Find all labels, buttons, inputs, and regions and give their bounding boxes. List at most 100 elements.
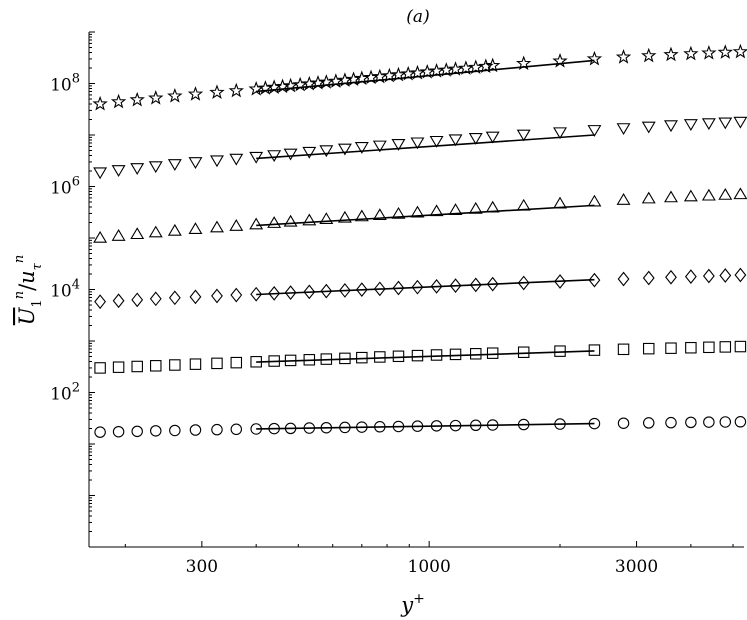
data-point [486, 276, 499, 292]
data-point [392, 280, 405, 296]
svg-text:U1n/uτn: U1n/uτn [12, 255, 45, 326]
y-tick-label: 108 [50, 72, 80, 96]
data-point [148, 90, 164, 105]
data-point [588, 344, 601, 356]
data-point [372, 140, 387, 153]
data-point [319, 212, 334, 225]
data-point [685, 341, 697, 354]
data-point [484, 57, 501, 73]
data-point [284, 285, 297, 300]
data-point [470, 348, 482, 360]
series-star [92, 43, 747, 111]
data-point [701, 44, 717, 60]
data-point [719, 341, 732, 353]
data-point [356, 351, 368, 364]
data-point [302, 213, 317, 226]
data-point [664, 190, 678, 203]
data-point [683, 119, 698, 132]
data-point [169, 424, 181, 437]
data-point [683, 189, 698, 202]
data-point [250, 286, 263, 302]
data-point [248, 80, 264, 96]
data-point [229, 219, 244, 231]
data-point [684, 269, 697, 284]
data-point [392, 350, 405, 363]
data-point [230, 356, 243, 369]
data-point [617, 343, 630, 356]
data-point [111, 165, 126, 177]
data-point [168, 290, 181, 306]
data-point [469, 277, 482, 293]
data-point [733, 187, 747, 200]
data-point [149, 291, 162, 307]
data-point [354, 209, 369, 222]
data-point [110, 93, 127, 109]
data-point [129, 91, 145, 107]
data-point [320, 283, 333, 299]
plot-area [92, 43, 747, 438]
plot-axes: 300 1000 3000 102 104 106 108 [50, 31, 744, 577]
data-point [188, 222, 203, 234]
data-point [410, 205, 425, 218]
data-point [150, 425, 162, 437]
data-point [111, 228, 126, 241]
fit-line [256, 134, 595, 160]
data-point [93, 167, 108, 180]
data-point [663, 46, 679, 62]
data-point [449, 348, 462, 361]
data-point [112, 293, 125, 309]
data-point [337, 143, 352, 156]
data-point [391, 206, 406, 219]
data-point [665, 342, 677, 354]
data-point [685, 416, 697, 429]
data-point [719, 416, 732, 428]
data-point [734, 416, 747, 428]
data-point [373, 281, 386, 297]
data-point [337, 210, 352, 223]
data-point [209, 84, 225, 100]
data-point [586, 50, 603, 66]
data-point [92, 95, 108, 111]
data-point [701, 118, 716, 131]
data-point [702, 268, 715, 284]
data-point [187, 86, 204, 101]
data-point [430, 349, 443, 361]
data-point [189, 289, 202, 305]
data-point [249, 217, 264, 230]
fit-line [256, 278, 595, 296]
data-point [302, 146, 317, 159]
data-point [717, 44, 733, 59]
data-point [641, 121, 656, 134]
data-point [683, 45, 699, 61]
data-point [131, 292, 144, 308]
data-point [93, 230, 108, 243]
data-point [553, 127, 567, 140]
data-point [150, 360, 162, 372]
data-point [230, 287, 243, 303]
data-point [210, 220, 224, 233]
data-point [664, 120, 678, 133]
data-point [485, 131, 500, 144]
data-point [703, 416, 715, 428]
data-point [642, 417, 655, 429]
data-point [374, 351, 386, 363]
data-point [554, 345, 566, 357]
y-tick-label: 106 [50, 175, 80, 199]
data-point [554, 274, 566, 289]
data-point [411, 279, 424, 295]
data-point [410, 137, 425, 150]
x-axis-label: y+ [400, 591, 425, 617]
series-triangle-up [93, 187, 747, 243]
data-point [283, 148, 298, 161]
data-point [617, 417, 630, 429]
data-point [211, 288, 223, 304]
data-point [167, 159, 182, 171]
data-point [94, 362, 106, 374]
series-square [94, 340, 747, 374]
data-point [210, 155, 224, 168]
data-point [230, 423, 243, 436]
data-point [517, 275, 530, 291]
data-point [517, 346, 530, 358]
data-point [169, 359, 181, 371]
